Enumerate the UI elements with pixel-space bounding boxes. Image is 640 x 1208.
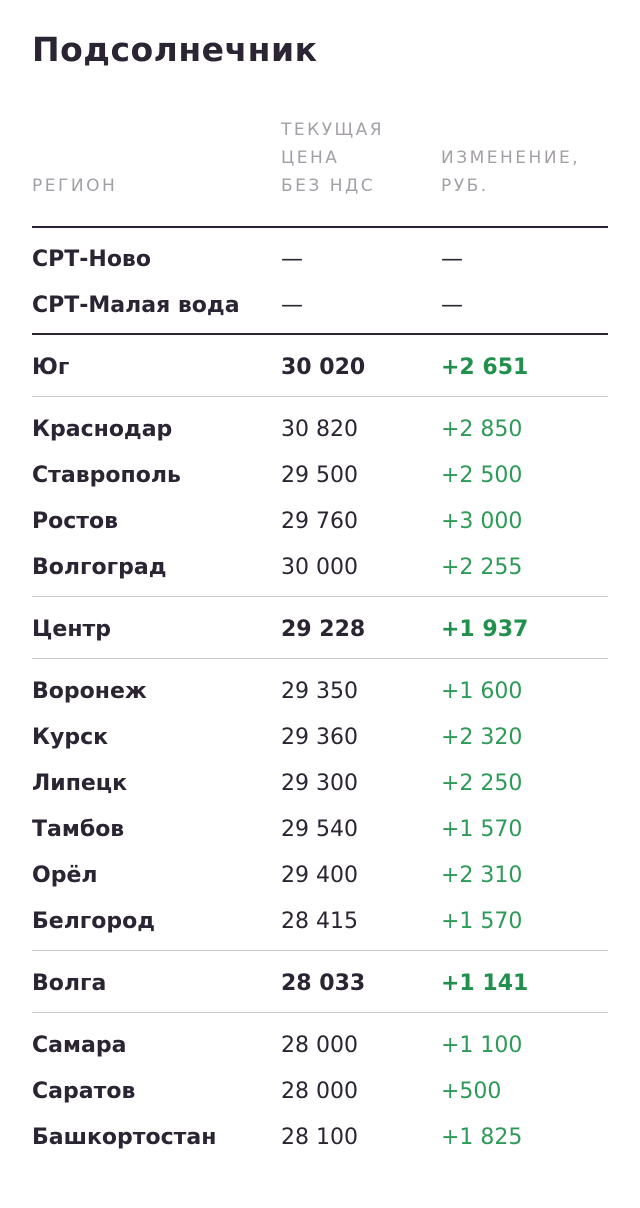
region-name: Самара	[32, 1033, 127, 1058]
table-row: Орёл 29 400 +2 310	[32, 853, 608, 899]
table-row: Ростов 29 760 +3 000	[32, 499, 608, 545]
price-value: 30 020	[281, 355, 366, 380]
header-divider	[32, 226, 608, 228]
page-title: Подсолнечник	[32, 30, 318, 69]
region-total-row: Юг 30 020 +2 651	[32, 345, 608, 391]
change-value: —	[441, 247, 463, 272]
row-divider	[32, 1012, 608, 1013]
price-value: 28 000	[281, 1033, 358, 1058]
region-name: Белгород	[32, 909, 156, 934]
row-divider	[32, 658, 608, 659]
price-value: —	[281, 293, 303, 318]
table-row: СРТ-Ново — —	[32, 237, 608, 283]
price-value: 29 540	[281, 817, 358, 842]
change-value: +2 320	[441, 725, 523, 750]
change-value: —	[441, 293, 463, 318]
region-name: Юг	[32, 355, 70, 380]
table-header: РЕГИОН ТЕКУЩАЯ ЦЕНА БЕЗ НДС ИЗМЕНЕНИЕ, Р…	[32, 120, 608, 228]
region-total-row: Волга 28 033 +1 141	[32, 961, 608, 1007]
change-value: +2 850	[441, 417, 523, 442]
region-name: Ростов	[32, 509, 119, 534]
change-value: +1 141	[441, 971, 529, 996]
region-name: Курск	[32, 725, 109, 750]
region-name: Ставрополь	[32, 463, 181, 488]
column-header-change: ИЗМЕНЕНИЕ, РУБ.	[441, 148, 581, 196]
price-value: 29 760	[281, 509, 358, 534]
change-value: +1 570	[441, 817, 523, 842]
table-row: Волгоград 30 000 +2 255	[32, 545, 608, 591]
change-value: +1 100	[441, 1033, 523, 1058]
price-value: 28 000	[281, 1079, 358, 1104]
price-value: 28 033	[281, 971, 366, 996]
change-value: +1 937	[441, 617, 529, 642]
price-value: 29 350	[281, 679, 358, 704]
table-row: Воронеж 29 350 +1 600	[32, 669, 608, 715]
change-value: +2 500	[441, 463, 523, 488]
region-name: Краснодар	[32, 417, 173, 442]
price-value: —	[281, 247, 303, 272]
table-row: СРТ-Малая вода — —	[32, 283, 608, 329]
table-row: Башкортостан 28 100 +1 825	[32, 1115, 608, 1161]
row-divider	[32, 396, 608, 397]
price-value: 30 820	[281, 417, 358, 442]
group-divider	[32, 950, 608, 951]
region-name: Тамбов	[32, 817, 125, 842]
column-header-price: ТЕКУЩАЯ ЦЕНА БЕЗ НДС	[281, 120, 385, 196]
change-value: +2 310	[441, 863, 523, 888]
change-value: +2 651	[441, 355, 529, 380]
region-name: Саратов	[32, 1079, 136, 1104]
table-row: Липецк 29 300 +2 250	[32, 761, 608, 807]
region-name: Волга	[32, 971, 107, 996]
table-row: Краснодар 30 820 +2 850	[32, 407, 608, 453]
table-row: Ставрополь 29 500 +2 500	[32, 453, 608, 499]
column-header-region: РЕГИОН	[32, 176, 118, 196]
region-name: Воронеж	[32, 679, 147, 704]
region-total-row: Центр 29 228 +1 937	[32, 607, 608, 653]
region-name: Центр	[32, 617, 112, 642]
price-value: 29 400	[281, 863, 358, 888]
region-name: Орёл	[32, 863, 98, 888]
change-value: +3 000	[441, 509, 523, 534]
price-value: 28 415	[281, 909, 358, 934]
region-name: СРТ-Малая вода	[32, 293, 240, 318]
price-value: 29 300	[281, 771, 358, 796]
region-name: СРТ-Ново	[32, 247, 151, 272]
change-value: +2 255	[441, 555, 523, 580]
group-divider	[32, 596, 608, 597]
group-divider	[32, 333, 608, 335]
price-value: 29 228	[281, 617, 366, 642]
region-name: Липецк	[32, 771, 128, 796]
price-value: 30 000	[281, 555, 358, 580]
table-row: Самара 28 000 +1 100	[32, 1023, 608, 1069]
price-value: 29 500	[281, 463, 358, 488]
change-value: +500	[441, 1079, 502, 1104]
table-row: Саратов 28 000 +500	[32, 1069, 608, 1115]
price-value: 28 100	[281, 1125, 358, 1150]
table-row: Тамбов 29 540 +1 570	[32, 807, 608, 853]
table-row: Белгород 28 415 +1 570	[32, 899, 608, 945]
change-value: +1 825	[441, 1125, 523, 1150]
price-value: 29 360	[281, 725, 358, 750]
region-name: Волгоград	[32, 555, 167, 580]
table-row: Курск 29 360 +2 320	[32, 715, 608, 761]
region-name: Башкортостан	[32, 1125, 217, 1150]
change-value: +1 600	[441, 679, 523, 704]
change-value: +1 570	[441, 909, 523, 934]
change-value: +2 250	[441, 771, 523, 796]
